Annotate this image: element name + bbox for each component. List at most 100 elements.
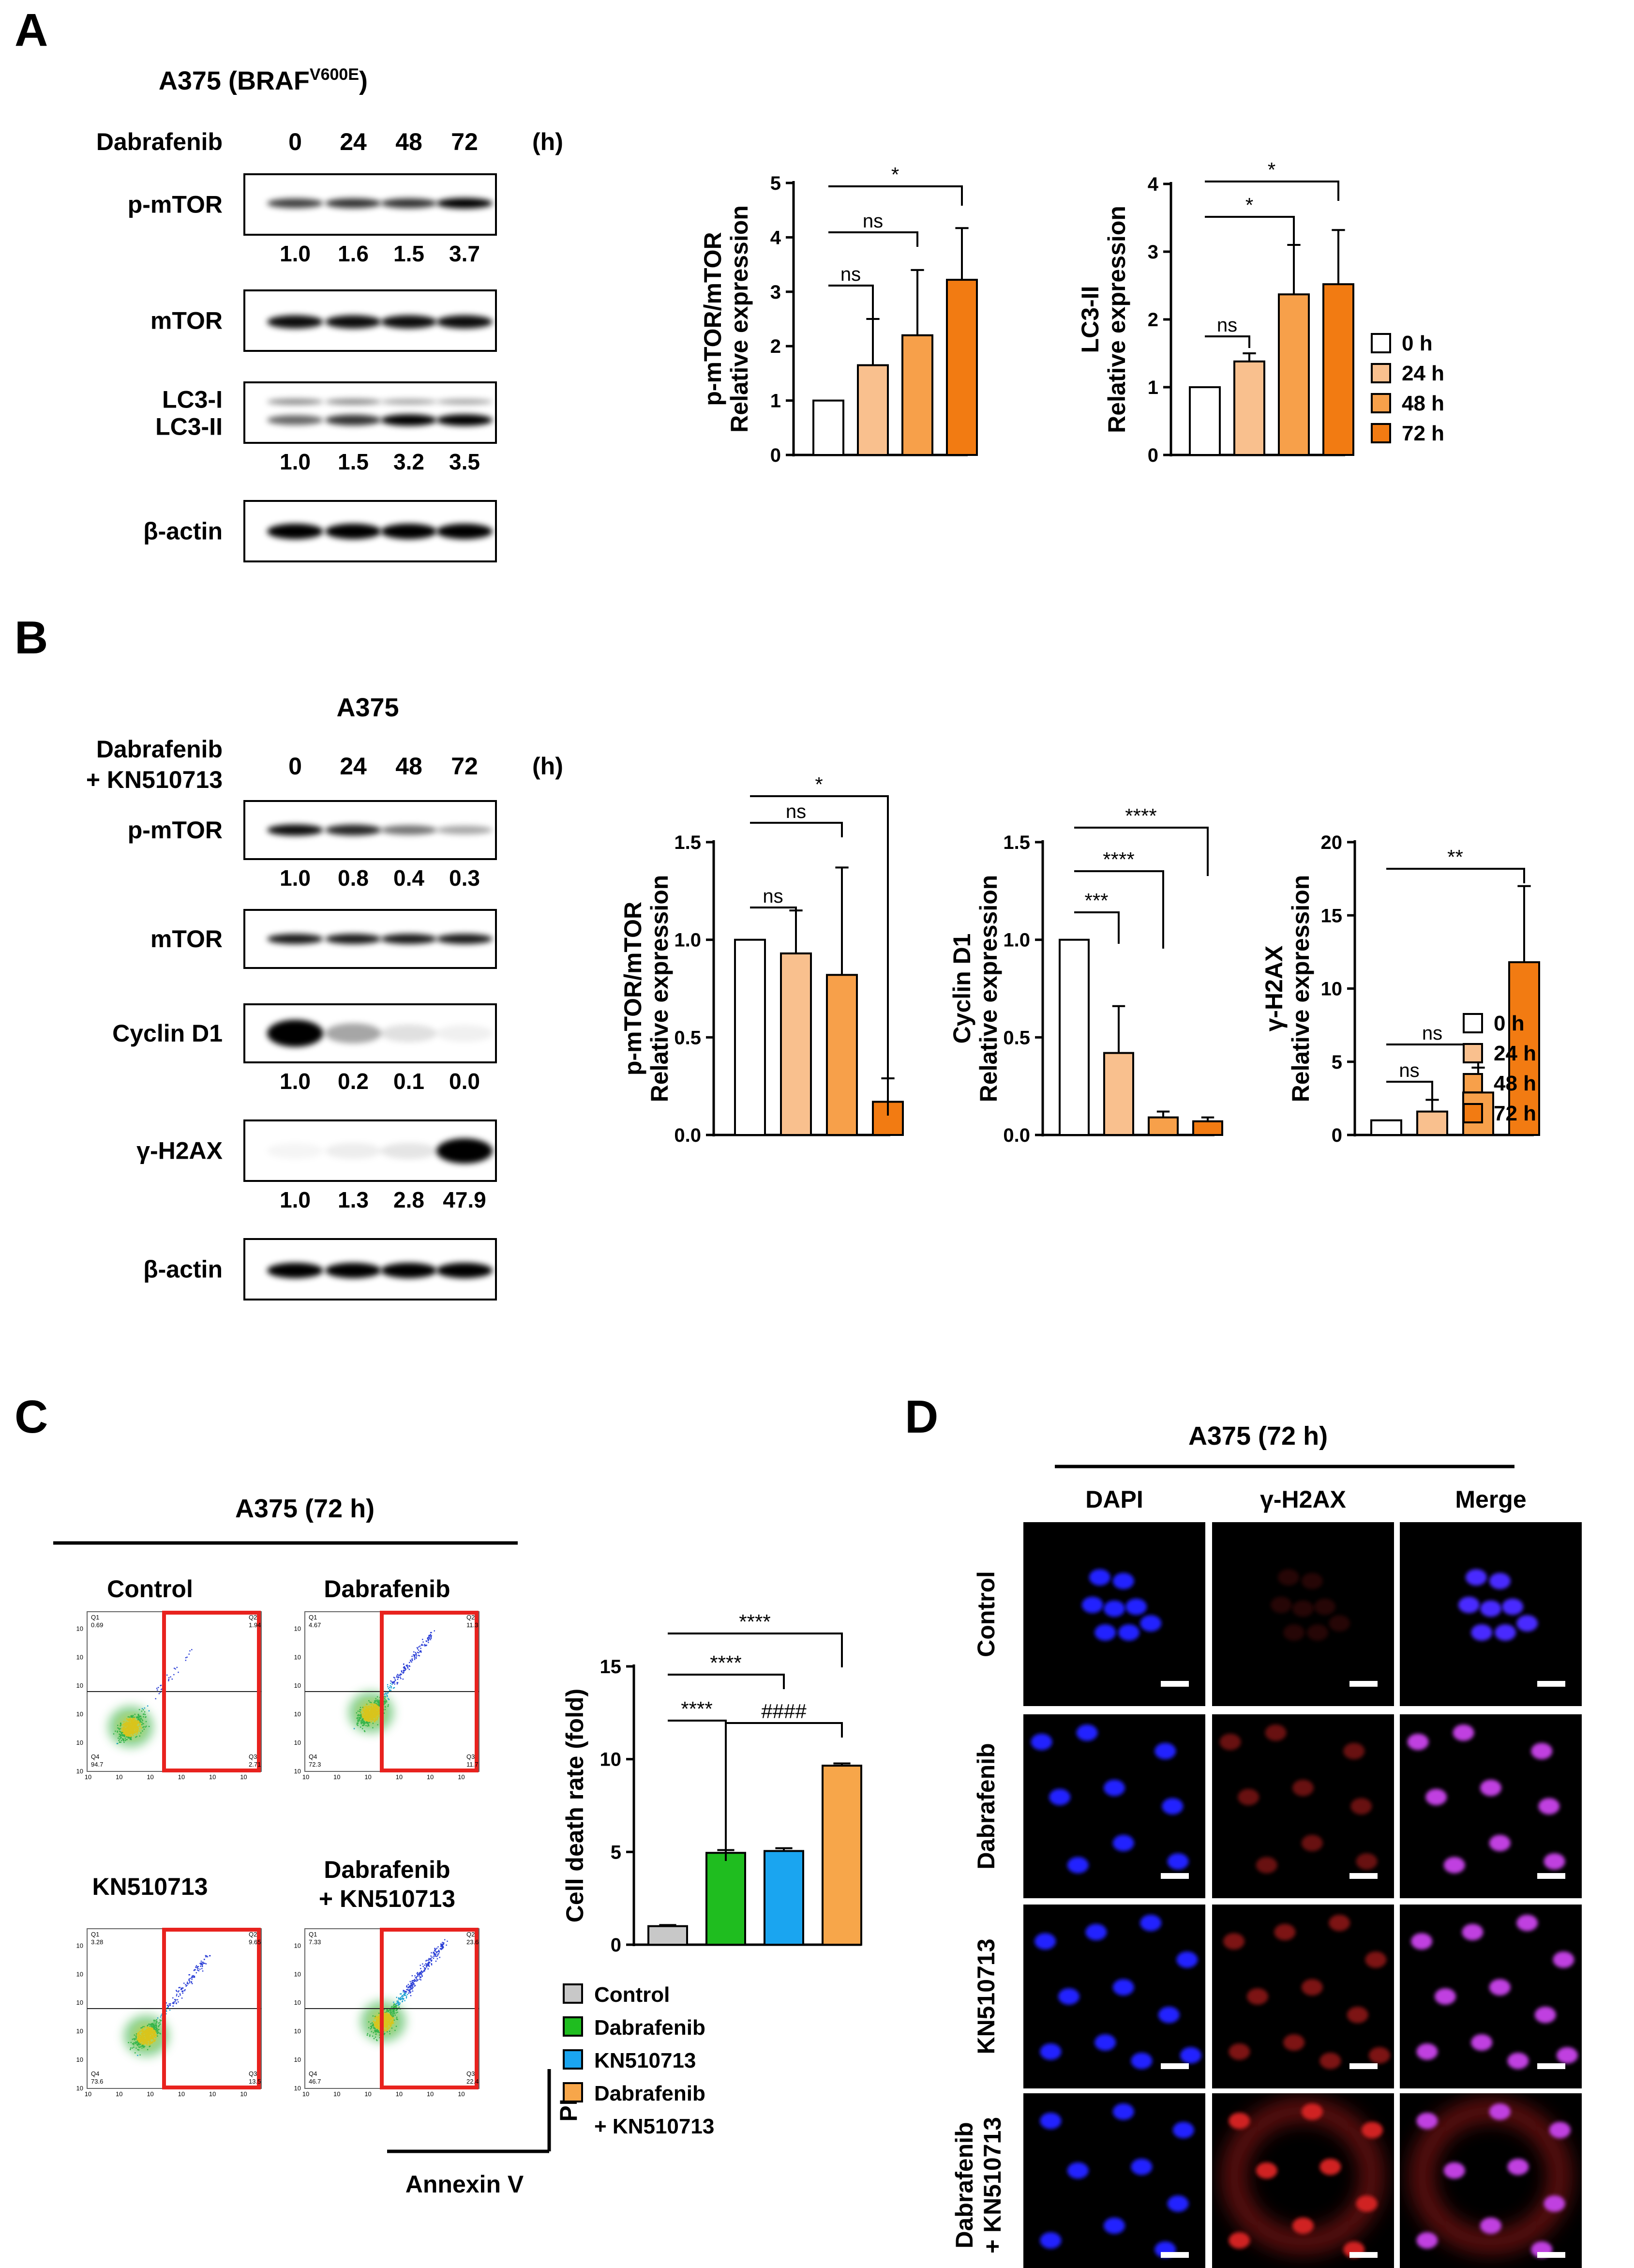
flow-event	[359, 1714, 360, 1716]
flow-event	[141, 2043, 143, 2044]
flow-event	[416, 1655, 418, 1657]
scale-bar	[1349, 1873, 1378, 1879]
micro-nucleus	[1549, 2122, 1571, 2138]
flow-y-tick: 10	[294, 1942, 301, 1949]
flow-event	[138, 1709, 140, 1710]
y-tick-label: 15	[1321, 905, 1343, 926]
flow-event	[410, 1991, 412, 1993]
flow-event	[409, 1665, 411, 1667]
flow-event	[137, 1720, 139, 1721]
flow-event	[388, 2015, 390, 2017]
flow-event	[155, 2031, 157, 2033]
flow-event	[391, 2023, 392, 2025]
flow-event	[415, 1658, 417, 1659]
flow-event	[156, 2034, 157, 2036]
flow-event	[365, 1725, 367, 1726]
flow-event	[143, 1713, 145, 1715]
flow-event	[146, 2041, 148, 2043]
flow-event	[420, 1973, 422, 1975]
flow-event	[362, 1724, 363, 1726]
flow-event	[440, 1944, 442, 1945]
flow-event	[135, 1729, 136, 1731]
flow-event	[378, 2023, 380, 2025]
flow-event	[148, 2029, 150, 2031]
flow-event	[384, 2018, 386, 2020]
flow-event	[387, 1692, 389, 1693]
flow-event	[129, 1724, 131, 1726]
flow-event	[124, 1733, 126, 1735]
micro-cells	[1458, 1569, 1538, 1641]
flow-quadrant-name: Q3	[249, 2070, 257, 2077]
flow-event	[389, 2014, 390, 2016]
flow-event	[138, 1716, 139, 1718]
flow-event	[384, 1698, 385, 1699]
flow-event	[129, 1727, 131, 1728]
flow-event	[367, 1714, 369, 1715]
flow-event	[392, 2012, 394, 2014]
flow-event	[133, 1726, 135, 1728]
flow-event	[402, 1995, 403, 1996]
y-tick-label: 5	[611, 1842, 621, 1863]
micro-nucleus	[1172, 2122, 1194, 2138]
flow-event	[373, 2025, 374, 2026]
flow-event	[407, 1989, 409, 1991]
flow-event	[441, 1947, 443, 1948]
flow-event	[368, 1720, 369, 1722]
flow-event	[388, 2024, 389, 2026]
flow-event	[375, 2030, 376, 2032]
flow-event	[136, 1720, 137, 1722]
flow-event	[165, 2002, 167, 2004]
flow-event	[135, 2043, 136, 2044]
flow-event	[123, 1724, 125, 1726]
flow-event	[364, 1711, 366, 1713]
significance-label: ****	[739, 1610, 770, 1633]
blot-label-2: LC3-II	[155, 413, 223, 440]
flow-event	[119, 1733, 120, 1735]
flow-event	[141, 2034, 143, 2035]
flow-event	[146, 2036, 147, 2037]
flow-event	[389, 2022, 390, 2024]
bar-1	[1233, 360, 1265, 456]
flow-event	[143, 1709, 144, 1710]
flow-event	[139, 1735, 141, 1737]
flow-event	[139, 1715, 141, 1717]
flow-event	[404, 1992, 405, 1994]
flow-event	[383, 2020, 385, 2022]
flow-event	[422, 1966, 424, 1967]
flow-event	[145, 2042, 147, 2044]
flow-event	[378, 1707, 380, 1709]
blot-quant: 1.5	[393, 241, 424, 266]
micro-nucleus	[1125, 1598, 1147, 1615]
micro-nucleus	[1471, 2034, 1493, 2051]
flow-event	[364, 1716, 366, 1717]
flow-event	[361, 1728, 363, 1729]
flow-event	[393, 2019, 395, 2021]
flow-event	[398, 2002, 400, 2003]
flow-event	[427, 1960, 429, 1961]
flow-event	[135, 2037, 137, 2039]
significance-bracket	[1074, 870, 1164, 949]
flow-event	[375, 1709, 376, 1710]
flow-event	[132, 1724, 134, 1725]
flow-event	[385, 2024, 387, 2025]
flow-event	[414, 1985, 415, 1987]
flow-event	[140, 2040, 141, 2041]
flow-event	[144, 2031, 146, 2033]
flow-event	[412, 1981, 413, 1983]
flow-event	[142, 2037, 144, 2039]
micro-nucleus	[1131, 2159, 1153, 2175]
significance-label: **	[1447, 846, 1463, 868]
flow-event	[428, 1636, 430, 1637]
flow-event	[399, 2002, 401, 2004]
flow-event	[129, 1734, 131, 1736]
scale-bar	[1537, 2063, 1565, 2069]
scale-bar	[1537, 1873, 1565, 1879]
flow-event	[375, 1715, 377, 1717]
blot-band	[267, 824, 323, 836]
flow-event	[386, 2028, 388, 2029]
flow-event	[364, 1731, 366, 1732]
flow-event	[153, 2039, 155, 2041]
flow-quadrant-name: Q1	[91, 1931, 99, 1938]
panel-d-microscopy-grid: DAPI γ-H2AX MergeControlDabrafenibKN510713…	[951, 1486, 1582, 2268]
flow-event	[377, 1712, 378, 1713]
